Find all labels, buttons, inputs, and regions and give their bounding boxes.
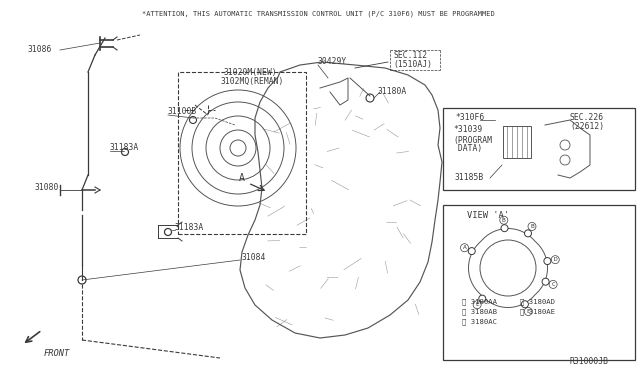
Text: (1510AJ): (1510AJ) [393,60,432,68]
Text: B: B [502,218,506,223]
Text: R31000JB: R31000JB [569,357,608,366]
Text: Ⓓ 3180AD: Ⓓ 3180AD [520,299,555,305]
Bar [443,205,635,360]
Circle shape [468,248,476,254]
Text: (PROGRAM: (PROGRAM [453,135,492,144]
Text: 3102MQ(REMAN): 3102MQ(REMAN) [220,77,284,86]
Circle shape [501,225,508,232]
Circle shape [189,116,196,124]
Text: 31183A: 31183A [110,144,140,153]
Text: E: E [527,309,530,314]
Text: 30429Y: 30429Y [318,58,348,67]
Bar [178,72,306,234]
Bar [503,126,531,158]
Text: *ATTENTION, THIS AUTOMATIC TRANSMISSION CONTROL UNIT (P/C 310F6) MUST BE PROGRAM: *ATTENTION, THIS AUTOMATIC TRANSMISSION … [141,11,494,17]
Text: SEC.112: SEC.112 [393,51,427,60]
Text: Ⓔ 3180AE: Ⓔ 3180AE [520,309,555,315]
Text: Ⓑ 3180AB: Ⓑ 3180AB [462,309,497,315]
Text: SEC.226: SEC.226 [570,112,604,122]
Text: *31039: *31039 [453,125,483,135]
Text: 31080: 31080 [35,183,60,192]
Circle shape [366,94,374,102]
Circle shape [542,278,549,285]
Text: *310F6: *310F6 [455,112,484,122]
Text: VIEW 'A': VIEW 'A' [467,212,509,221]
Circle shape [525,230,531,237]
Text: (22612): (22612) [570,122,604,131]
Bar [443,108,635,190]
Text: 31100B: 31100B [168,108,197,116]
Text: DATA): DATA) [453,144,483,154]
Text: E: E [476,302,479,307]
Circle shape [122,148,129,155]
Text: Ⓐ 3180AA: Ⓐ 3180AA [462,299,497,305]
Text: 31180A: 31180A [378,87,407,96]
Text: FRONT: FRONT [44,349,70,357]
Text: 31086: 31086 [28,45,52,55]
Circle shape [164,228,172,235]
Circle shape [544,257,551,264]
Text: 31185B: 31185B [455,173,484,183]
Text: D: D [554,257,557,262]
Text: A: A [239,173,245,183]
Text: B: B [530,224,534,229]
Text: 31183A: 31183A [175,224,204,232]
Circle shape [479,295,486,302]
Text: 31084: 31084 [242,253,266,263]
Text: C: C [551,282,555,287]
Circle shape [78,276,86,284]
Text: 31020M(NEW): 31020M(NEW) [223,68,277,77]
Text: A: A [463,245,467,250]
Text: Ⓒ 3180AC: Ⓒ 3180AC [462,319,497,325]
Circle shape [522,301,529,308]
